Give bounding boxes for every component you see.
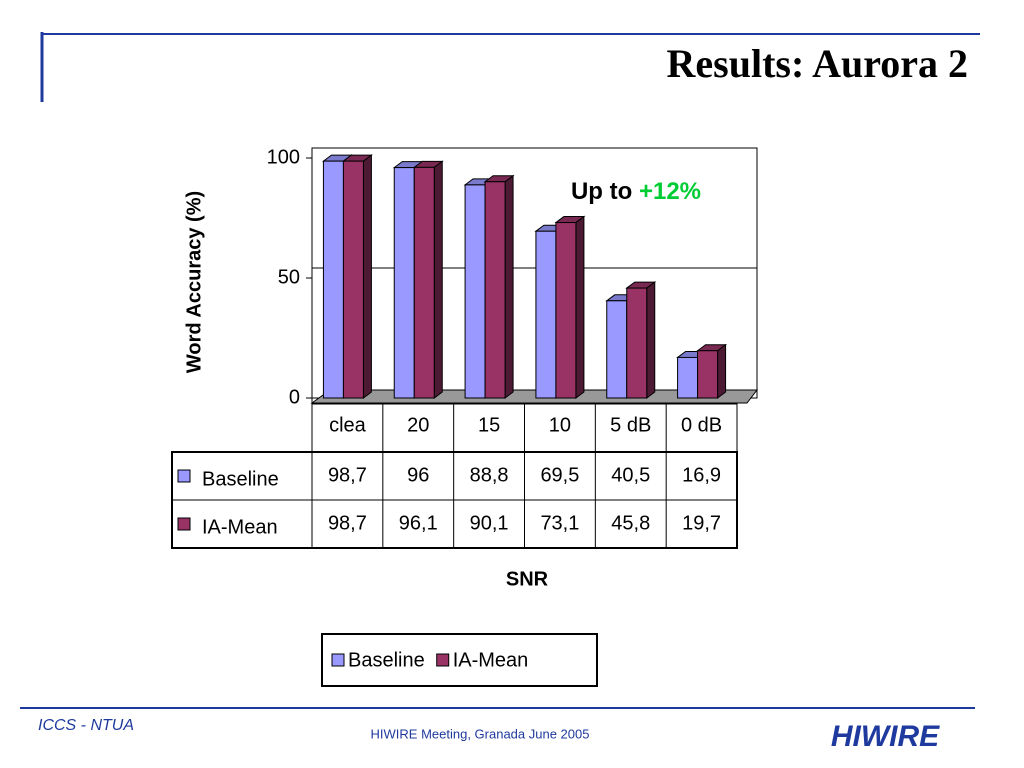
legend-key <box>436 653 450 667</box>
table-series-name: Baseline <box>202 468 279 490</box>
legend-label: IA-Mean <box>453 649 529 671</box>
x-tick-label: 20 <box>407 414 429 436</box>
x-tick-label: 15 <box>478 414 500 436</box>
logo: HIWIRE <box>831 720 940 753</box>
table-value: 96,1 <box>399 512 438 534</box>
bar <box>393 167 415 399</box>
table-legend-key <box>177 517 191 531</box>
x-tick-label: clea <box>329 414 367 436</box>
annotation-highlight: +12% <box>639 178 701 205</box>
bar-side <box>646 281 656 399</box>
table-value: 90,1 <box>470 512 509 534</box>
bar <box>322 160 344 399</box>
bar <box>677 356 699 399</box>
table-value: 19,7 <box>682 512 721 534</box>
bar <box>606 300 628 399</box>
legend-key <box>331 653 345 667</box>
footer-center: HIWIRE Meeting, Granada June 2005 <box>371 726 590 741</box>
bar-side <box>433 160 443 399</box>
legend-box <box>321 633 598 687</box>
bar <box>555 222 577 399</box>
table-value: 40,5 <box>611 464 650 486</box>
annotation-text: Up to <box>571 178 632 205</box>
bar <box>464 184 486 399</box>
table-legend-key <box>177 469 191 483</box>
legend-label: Baseline <box>348 649 425 671</box>
x-tick-label: 0 dB <box>681 414 722 436</box>
bar-side <box>575 215 585 399</box>
y-tick-label: 100 <box>267 146 300 168</box>
x-axis-label: SNR <box>506 568 549 590</box>
bar-side <box>362 154 372 399</box>
footer-left: ICCS - NTUA <box>38 717 134 734</box>
table-series-name: IA-Mean <box>202 516 278 538</box>
bar-side <box>504 174 514 400</box>
table-value: 73,1 <box>540 512 579 534</box>
bar <box>535 230 557 399</box>
slide-title: Results: Aurora 2 <box>667 41 968 86</box>
bar-side <box>717 343 727 399</box>
annotation: Up to +12% <box>571 178 701 205</box>
y-tick-label: 50 <box>278 266 300 288</box>
table-value: 69,5 <box>540 464 579 486</box>
bar <box>413 166 435 399</box>
bar <box>626 287 648 399</box>
table-value: 98,7 <box>328 512 367 534</box>
x-tick-label: 5 dB <box>610 414 651 436</box>
y-axis-label: Word Accuracy (%) <box>183 191 205 373</box>
x-tick-label: 10 <box>549 414 571 436</box>
bar <box>697 350 719 399</box>
table-value: 16,9 <box>682 464 721 486</box>
bar <box>484 181 506 399</box>
table-value: 98,7 <box>328 464 367 486</box>
bar <box>342 160 364 399</box>
y-tick-label: 0 <box>289 386 300 408</box>
table-value: 45,8 <box>611 512 650 534</box>
table-value: 96 <box>407 464 429 486</box>
table-value: 88,8 <box>470 464 509 486</box>
